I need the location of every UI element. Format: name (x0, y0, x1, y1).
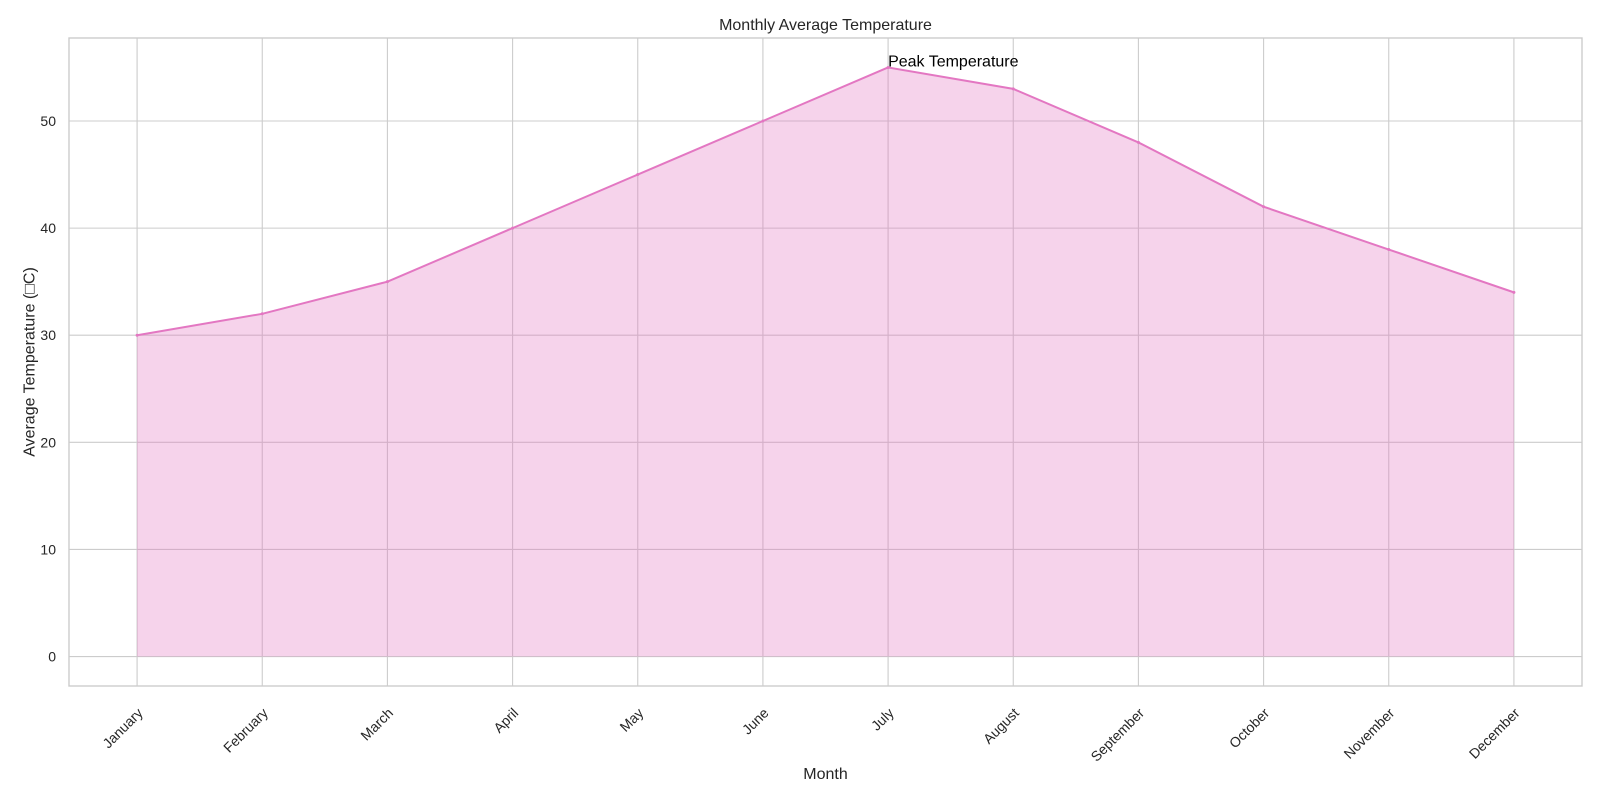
x-tick-label: March (357, 705, 396, 744)
grid-lines (69, 38, 1582, 686)
data-point-october (1262, 205, 1266, 209)
x-tick-label: April (490, 705, 521, 736)
x-tick-labels: January February March April May June July Augu… (99, 704, 1523, 764)
data-point-april (511, 226, 515, 230)
area-fill (137, 67, 1514, 657)
data-point-march (385, 280, 389, 284)
data-point-september (1136, 140, 1140, 144)
x-tick-label: August (980, 705, 1022, 747)
data-point-august (1011, 87, 1015, 91)
data-point-july (886, 65, 890, 69)
series-line (136, 66, 1515, 337)
y-tick-label: 10 (40, 541, 56, 557)
y-tick-label: 20 (40, 434, 56, 450)
y-tick-label: 50 (40, 113, 56, 129)
x-tick-label: October (1226, 704, 1273, 751)
data-point-january (135, 333, 139, 337)
x-axis-title: Month (803, 766, 847, 783)
x-tick-label: June (739, 705, 772, 738)
y-tick-label: 40 (40, 220, 56, 236)
y-tick-labels: 0 10 20 30 40 50 (40, 113, 56, 665)
chart-title: Monthly Average Temperature (719, 17, 932, 34)
data-point-december (1512, 290, 1516, 294)
x-tick-label: November (1340, 704, 1397, 761)
data-point-may (636, 173, 640, 177)
data-point-february (260, 312, 264, 316)
x-tick-label: February (220, 705, 271, 756)
x-tick-label: January (99, 705, 146, 752)
plot-frame (68, 37, 1583, 687)
data-point-november (1387, 248, 1391, 252)
y-tick-label: 30 (40, 327, 56, 343)
data-point-june (761, 119, 765, 123)
x-tick-label: July (868, 705, 897, 734)
y-axis-title: Average Temperature (□C) (22, 267, 39, 457)
peak-annotation: Peak Temperature (888, 53, 1019, 70)
data-points (135, 65, 1516, 337)
y-tick-label: 0 (48, 649, 56, 665)
x-tick-label: May (616, 705, 646, 735)
x-tick-label: December (1466, 704, 1523, 761)
x-tick-label: September (1087, 704, 1147, 764)
